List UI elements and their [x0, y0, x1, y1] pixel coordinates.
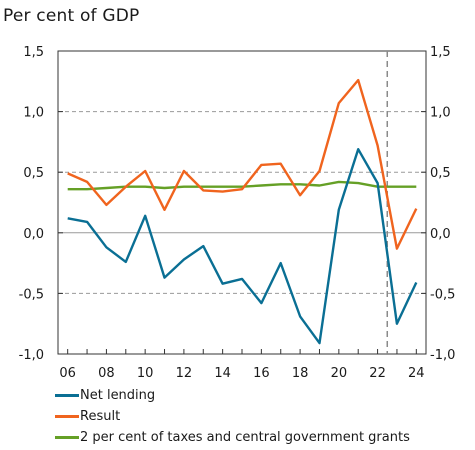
y-tick-label-left: -0,5	[19, 287, 44, 302]
plot-frame	[57, 50, 427, 355]
line-chart: 1,5 1,5 1,0 1,0 0,5 0,5 0,0 0,0 -0,5 -0,5 -1,0 -1,0…	[19, 45, 456, 381]
y-tick-label-right: 1,5	[430, 45, 451, 60]
y-tick-label-right: 1,0	[430, 106, 451, 121]
y-tick-label-left: 0,5	[23, 166, 44, 181]
x-tick-label: 24	[408, 366, 425, 381]
legend-swatch	[55, 394, 79, 397]
x-tick-label: 12	[176, 366, 193, 381]
y-tick-label-right: 0,5	[430, 166, 451, 181]
legend: Net lending Result 2 per cent of taxes and…	[55, 385, 410, 448]
x-tick-label: 14	[214, 366, 231, 381]
legend-swatch	[55, 436, 79, 439]
legend-swatch	[55, 415, 79, 418]
legend-item: Result	[55, 406, 410, 427]
x-tick-label: 16	[253, 366, 270, 381]
unit-label: Per cent of GDP	[3, 6, 140, 26]
y-tick-label-right: 0,0	[430, 227, 451, 242]
y-tick-label-left: 0,0	[23, 227, 44, 242]
x-tick-label: 06	[59, 366, 76, 381]
x-tick-label: 10	[137, 366, 154, 381]
y-tick-label-left: 1,0	[23, 106, 44, 121]
x-tick-label: 18	[292, 366, 309, 381]
y-tick-label-right: -1,0	[430, 348, 455, 363]
x-tick-label: 20	[331, 366, 348, 381]
legend-label: Net lending	[80, 388, 156, 403]
legend-label: 2 per cent of taxes and central governme…	[80, 430, 410, 445]
x-tick-label: 08	[98, 366, 115, 381]
series-line-net-lending	[67, 147, 418, 345]
legend-item: 2 per cent of taxes and central governme…	[55, 427, 410, 448]
x-tick-label: 22	[369, 366, 386, 381]
series-line-result	[67, 78, 418, 250]
y-tick-label-left: -1,0	[19, 348, 44, 363]
y-tick-label-right: -0,5	[430, 287, 455, 302]
legend-item: Net lending	[55, 385, 410, 406]
legend-label: Result	[80, 409, 121, 424]
y-tick-label-left: 1,5	[23, 45, 44, 60]
